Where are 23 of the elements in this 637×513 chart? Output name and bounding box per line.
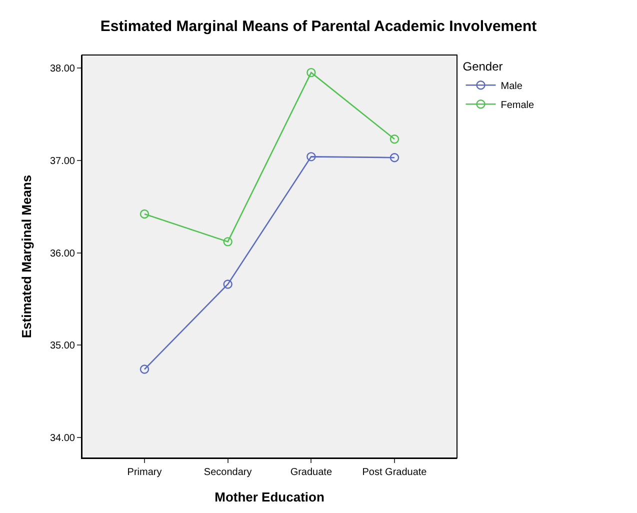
x-axis-title: Mother Education [214,490,324,505]
chart-title: Estimated Marginal Means of Parental Academic Involvement [100,18,537,36]
y-tick-label: 35.00 [50,340,76,352]
y-tick-label: 36.00 [50,248,76,260]
point [306,152,316,162]
point [223,280,232,289]
x-tick-label: Secondary [204,467,252,478]
x-tick-label: Primary [127,467,162,478]
point [390,153,400,162]
y-tick-label: 34.00 [50,433,76,444]
y-tick-label: 38.00 [50,63,76,74]
legend-label: Male [500,81,523,92]
x-tick-label: Post Graduate [362,467,428,478]
point [140,364,150,374]
point [140,209,150,219]
x-tick-label: Graduate [290,467,332,478]
legend-title: Gender [462,60,503,74]
point [390,134,400,144]
y-tick-label: 37.00 [50,156,76,167]
point [306,68,316,78]
legend-label: Female [500,100,535,111]
point [223,237,232,246]
y-axis-title: Estimated Marginal Means [18,174,34,338]
